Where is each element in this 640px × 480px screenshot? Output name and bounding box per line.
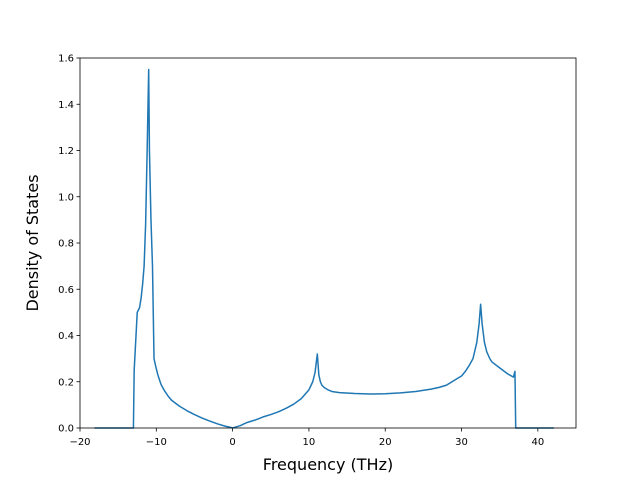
y-tick-label: 1.2 bbox=[58, 146, 74, 157]
y-tick-label: 0.8 bbox=[58, 239, 74, 250]
x-tick-label: 30 bbox=[455, 437, 468, 448]
x-tick-label: 0 bbox=[229, 437, 235, 448]
y-tick-label: 0.0 bbox=[58, 424, 74, 435]
y-tick-label: 1.0 bbox=[58, 192, 74, 203]
y-tick-label: 0.2 bbox=[58, 377, 74, 388]
x-tick-label: 40 bbox=[531, 437, 544, 448]
y-axis-label: Density of States bbox=[23, 174, 42, 311]
x-axis: −20 −10 0 10 20 30 40 bbox=[69, 428, 544, 448]
series-line bbox=[94, 68, 554, 429]
x-axis-label: Frequency (THz) bbox=[263, 455, 393, 474]
y-axis: 0.0 0.2 0.4 0.6 0.8 1.0 1.2 1.4 1.6 bbox=[58, 54, 80, 435]
y-tick-label: 1.4 bbox=[58, 100, 74, 111]
plot-frame bbox=[79, 57, 577, 429]
y-tick-label: 0.6 bbox=[58, 285, 74, 296]
x-tick-label: 10 bbox=[303, 437, 316, 448]
y-tick-label: 1.6 bbox=[58, 54, 74, 65]
x-tick-label: −10 bbox=[146, 437, 167, 448]
x-tick-label: −20 bbox=[69, 437, 90, 448]
x-tick-label: 20 bbox=[379, 437, 392, 448]
y-tick-label: 0.4 bbox=[58, 331, 74, 342]
